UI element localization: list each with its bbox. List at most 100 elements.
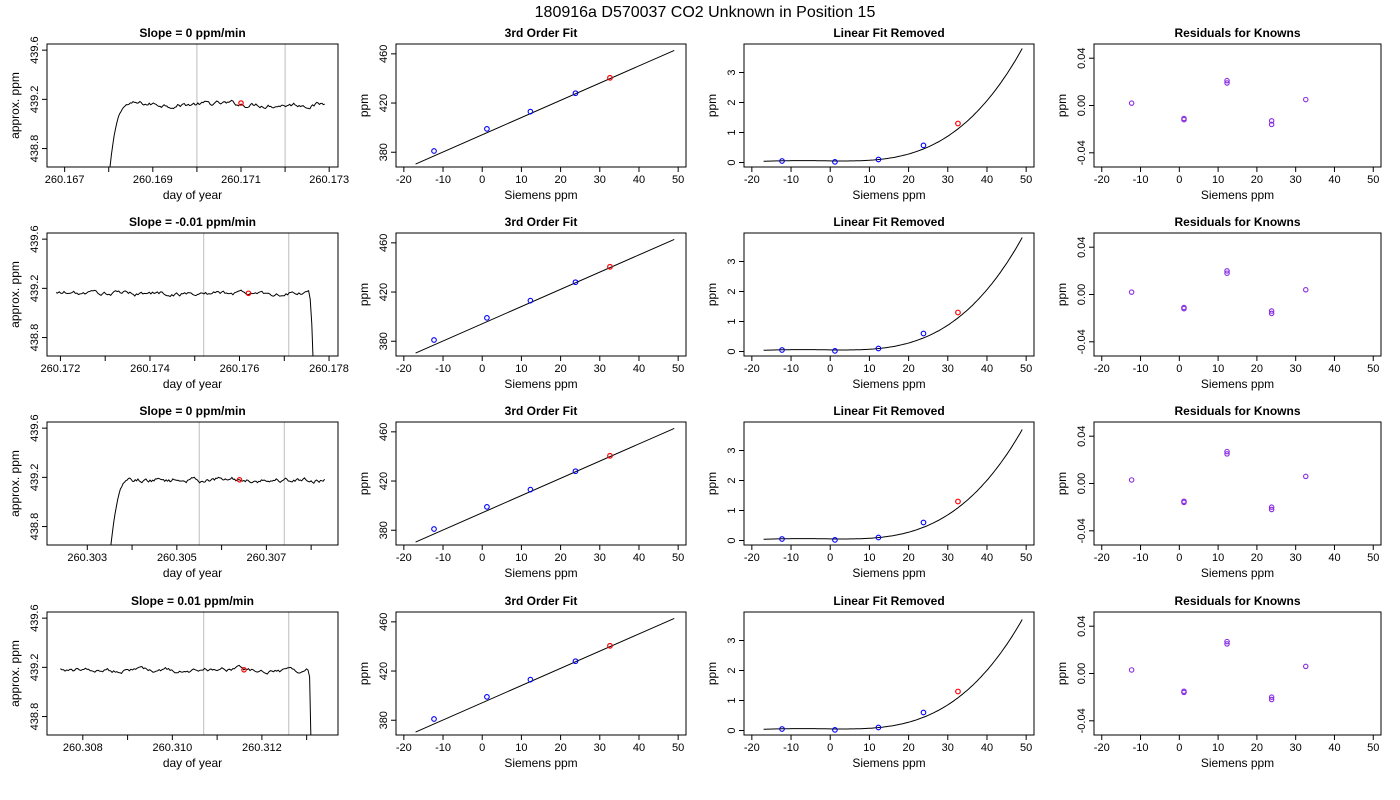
x-axis-label: Siemens ppm	[1201, 377, 1274, 391]
residual-point	[1224, 80, 1230, 86]
residual-point	[1268, 118, 1275, 124]
unknown-point	[607, 452, 613, 459]
residual-point	[1224, 270, 1230, 276]
residual-point	[1128, 667, 1135, 673]
y-axis-label: approx. ppm	[8, 72, 22, 139]
y-tick-label: 0.00	[1076, 663, 1088, 684]
panel-title: Residuals for Knowns	[1174, 404, 1300, 418]
residual-point	[1128, 289, 1135, 295]
y-axis-label: ppm	[357, 662, 371, 685]
x-tick-label: 40	[981, 742, 993, 754]
x-axis-label: Siemens ppm	[852, 566, 925, 580]
y-tick-label: 0	[726, 537, 738, 543]
panel-data	[763, 429, 1023, 543]
x-tick-label: 10	[515, 742, 527, 754]
panel-2: 3rd Order Fit -20 -10 0 10 20 30 40 50 380 420 460 S…	[357, 26, 687, 202]
y-tick-label: 0.04	[1076, 425, 1088, 446]
known-point	[431, 716, 437, 722]
panel-3: Linear Fit Removed -20 -10 0 10 20 30 40 50 0 1 2 3 S…	[705, 26, 1035, 202]
residual-point	[1303, 473, 1309, 480]
y-tick-label: 439.6	[29, 604, 41, 632]
x-tick-label: 40	[633, 174, 645, 186]
panel-8: Residuals for Knowns -20 -10 0 10 20 30 40 50 -0.…	[1055, 215, 1382, 391]
page-title: 180916a D570037 CO2 Unknown in Position …	[535, 4, 876, 21]
x-tick-label: 40	[1328, 552, 1340, 564]
residual-point	[1268, 310, 1275, 317]
x-tick-label: 40	[981, 552, 993, 564]
ppm-trace	[109, 99, 325, 167]
x-tick-label: 30	[594, 174, 606, 186]
residual-point	[1268, 506, 1275, 513]
y-axis-label: ppm	[357, 472, 371, 495]
x-tick-label: -10	[435, 552, 451, 564]
y-tick-label: 439.6	[29, 414, 41, 442]
panel-title: Slope = 0 ppm/min	[139, 404, 245, 418]
y-tick-label: 439.2	[29, 464, 41, 492]
residual-curve	[763, 48, 1023, 162]
panel-data	[1128, 448, 1309, 513]
x-tick-label: 50	[672, 174, 684, 186]
x-tick-label: 260.312	[242, 742, 282, 754]
plot-frame	[46, 611, 339, 736]
panel-data	[763, 48, 1023, 165]
y-axis-label: ppm	[705, 662, 719, 685]
y-tick-label: 0.00	[1076, 284, 1088, 305]
x-axis-label: Siemens ppm	[1201, 756, 1274, 770]
y-tick-label: 1	[726, 507, 738, 513]
residual-point	[1181, 116, 1187, 123]
panel-title: Linear Fit Removed	[833, 215, 944, 229]
residual-point	[1303, 287, 1309, 293]
x-tick-label: 0	[827, 742, 833, 754]
known-point	[832, 159, 838, 165]
known-point	[832, 727, 838, 733]
x-tick-label: 50	[672, 742, 684, 754]
x-tick-label: 30	[942, 363, 954, 375]
residual-point	[1128, 100, 1135, 106]
plot-frame	[1093, 421, 1382, 546]
y-tick-label: 0.04	[1076, 615, 1088, 636]
residual-point	[1224, 638, 1230, 645]
x-tick-label: 30	[1290, 552, 1302, 564]
x-tick-label: 260.173	[309, 174, 349, 186]
y-tick-label: 439.6	[29, 225, 41, 253]
x-tick-label: 50	[1367, 174, 1379, 186]
known-point	[779, 158, 785, 164]
known-point	[431, 337, 437, 343]
x-axis-label: Siemens ppm	[852, 756, 925, 770]
panel-data	[1128, 638, 1309, 703]
known-point	[527, 676, 534, 683]
y-tick-label: 1	[726, 697, 738, 703]
known-point	[875, 724, 882, 731]
residual-curve	[763, 237, 1023, 351]
y-tick-label: 0	[726, 348, 738, 354]
panel-data	[55, 289, 314, 356]
fit-line	[415, 238, 675, 354]
y-tick-label: 0.04	[1076, 47, 1088, 68]
x-tick-label: -10	[783, 552, 799, 564]
panel-6: 3rd Order Fit -20 -10 0 10 20 30 40 50 380 420 460 S…	[357, 215, 687, 391]
known-point	[920, 330, 927, 337]
residual-point	[1224, 451, 1230, 457]
x-tick-label: 20	[554, 742, 566, 754]
y-tick-label: 460	[378, 234, 390, 252]
y-tick-label: 0.00	[1076, 473, 1088, 494]
residual-point	[1268, 694, 1275, 700]
y-tick-label: 3	[726, 637, 738, 643]
panel-title: 3rd Order Fit	[505, 594, 578, 608]
y-tick-label: 3	[726, 69, 738, 75]
panel-title: 3rd Order Fit	[505, 26, 578, 40]
x-tick-label: 50	[1020, 552, 1032, 564]
panel-title: Slope = -0.01 ppm/min	[129, 215, 256, 229]
x-tick-label: 50	[1020, 363, 1032, 375]
plot-frame	[1093, 611, 1382, 736]
x-tick-label: -20	[396, 742, 412, 754]
y-tick-label: 439.2	[29, 654, 41, 682]
y-tick-label: 380	[378, 521, 390, 539]
fit-line	[415, 427, 675, 543]
residual-point	[1224, 77, 1230, 84]
x-tick-label: 0	[479, 552, 485, 564]
y-tick-label: 438.8	[29, 135, 41, 163]
x-tick-label: 50	[1020, 742, 1032, 754]
known-point	[875, 156, 882, 163]
known-point	[527, 108, 534, 115]
